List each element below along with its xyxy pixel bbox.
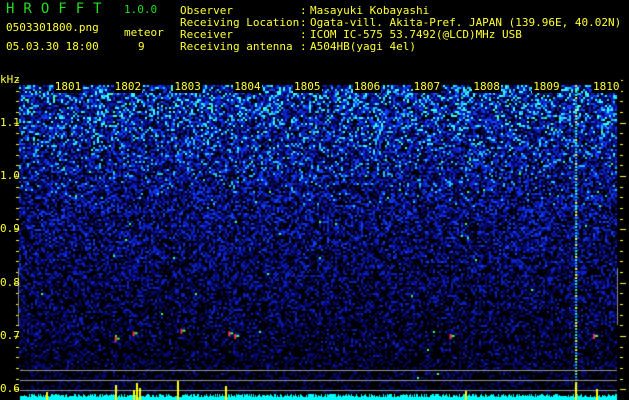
station-value: ICOM IC-575 53.7492(@LCD)MHz USB [310,28,522,41]
x-tick-label: 1802 [113,80,143,93]
datetime: 05.03.30 18:00 [6,40,99,53]
station-value: Ogata-vill. Akita-Pref. JAPAN (139.96E, … [310,16,622,29]
x-tick-label: 1803 [173,80,202,93]
y-tick-label: 0.8 [0,275,20,289]
station-value: Masayuki Kobayashi [310,4,430,17]
filename: 0503301800.png [6,21,99,34]
y-tick-label: 0.9 [0,222,20,236]
x-tick-label: 1810 [592,80,621,93]
app-title: HROFFT [6,1,111,17]
y-tick-label: 1.1 [0,115,20,129]
station-label: Receiving antenna [180,40,293,53]
x-tick-label: 1804 [233,80,262,93]
meteor-count: 9 [138,40,145,53]
y-tick-label: 0.7 [0,329,20,342]
station-label: Observer [180,4,233,17]
separator: : [300,16,307,29]
x-tick-label: 1808 [472,80,501,93]
x-tick-label: 1806 [352,80,382,93]
separator: : [300,40,307,53]
x-tick-label: 1809 [532,80,561,93]
meteor-label: meteor [124,26,164,39]
y-axis-label: kHz [0,73,20,86]
station-label: Receiving Location [180,16,300,29]
separator: : [300,28,307,41]
separator: : [300,4,307,17]
x-tick-label: 1801 [53,80,83,93]
y-tick-label: 0.6 [0,382,20,396]
station-value: A504HB(yagi 4el) [310,40,416,53]
x-tick-label: 1805 [293,80,322,93]
x-tick-label: 1807 [412,80,442,93]
y-tick-label: 1.0 [0,169,20,182]
app-version: 1.0.0 [124,3,158,16]
station-label: Receiver [180,28,233,41]
